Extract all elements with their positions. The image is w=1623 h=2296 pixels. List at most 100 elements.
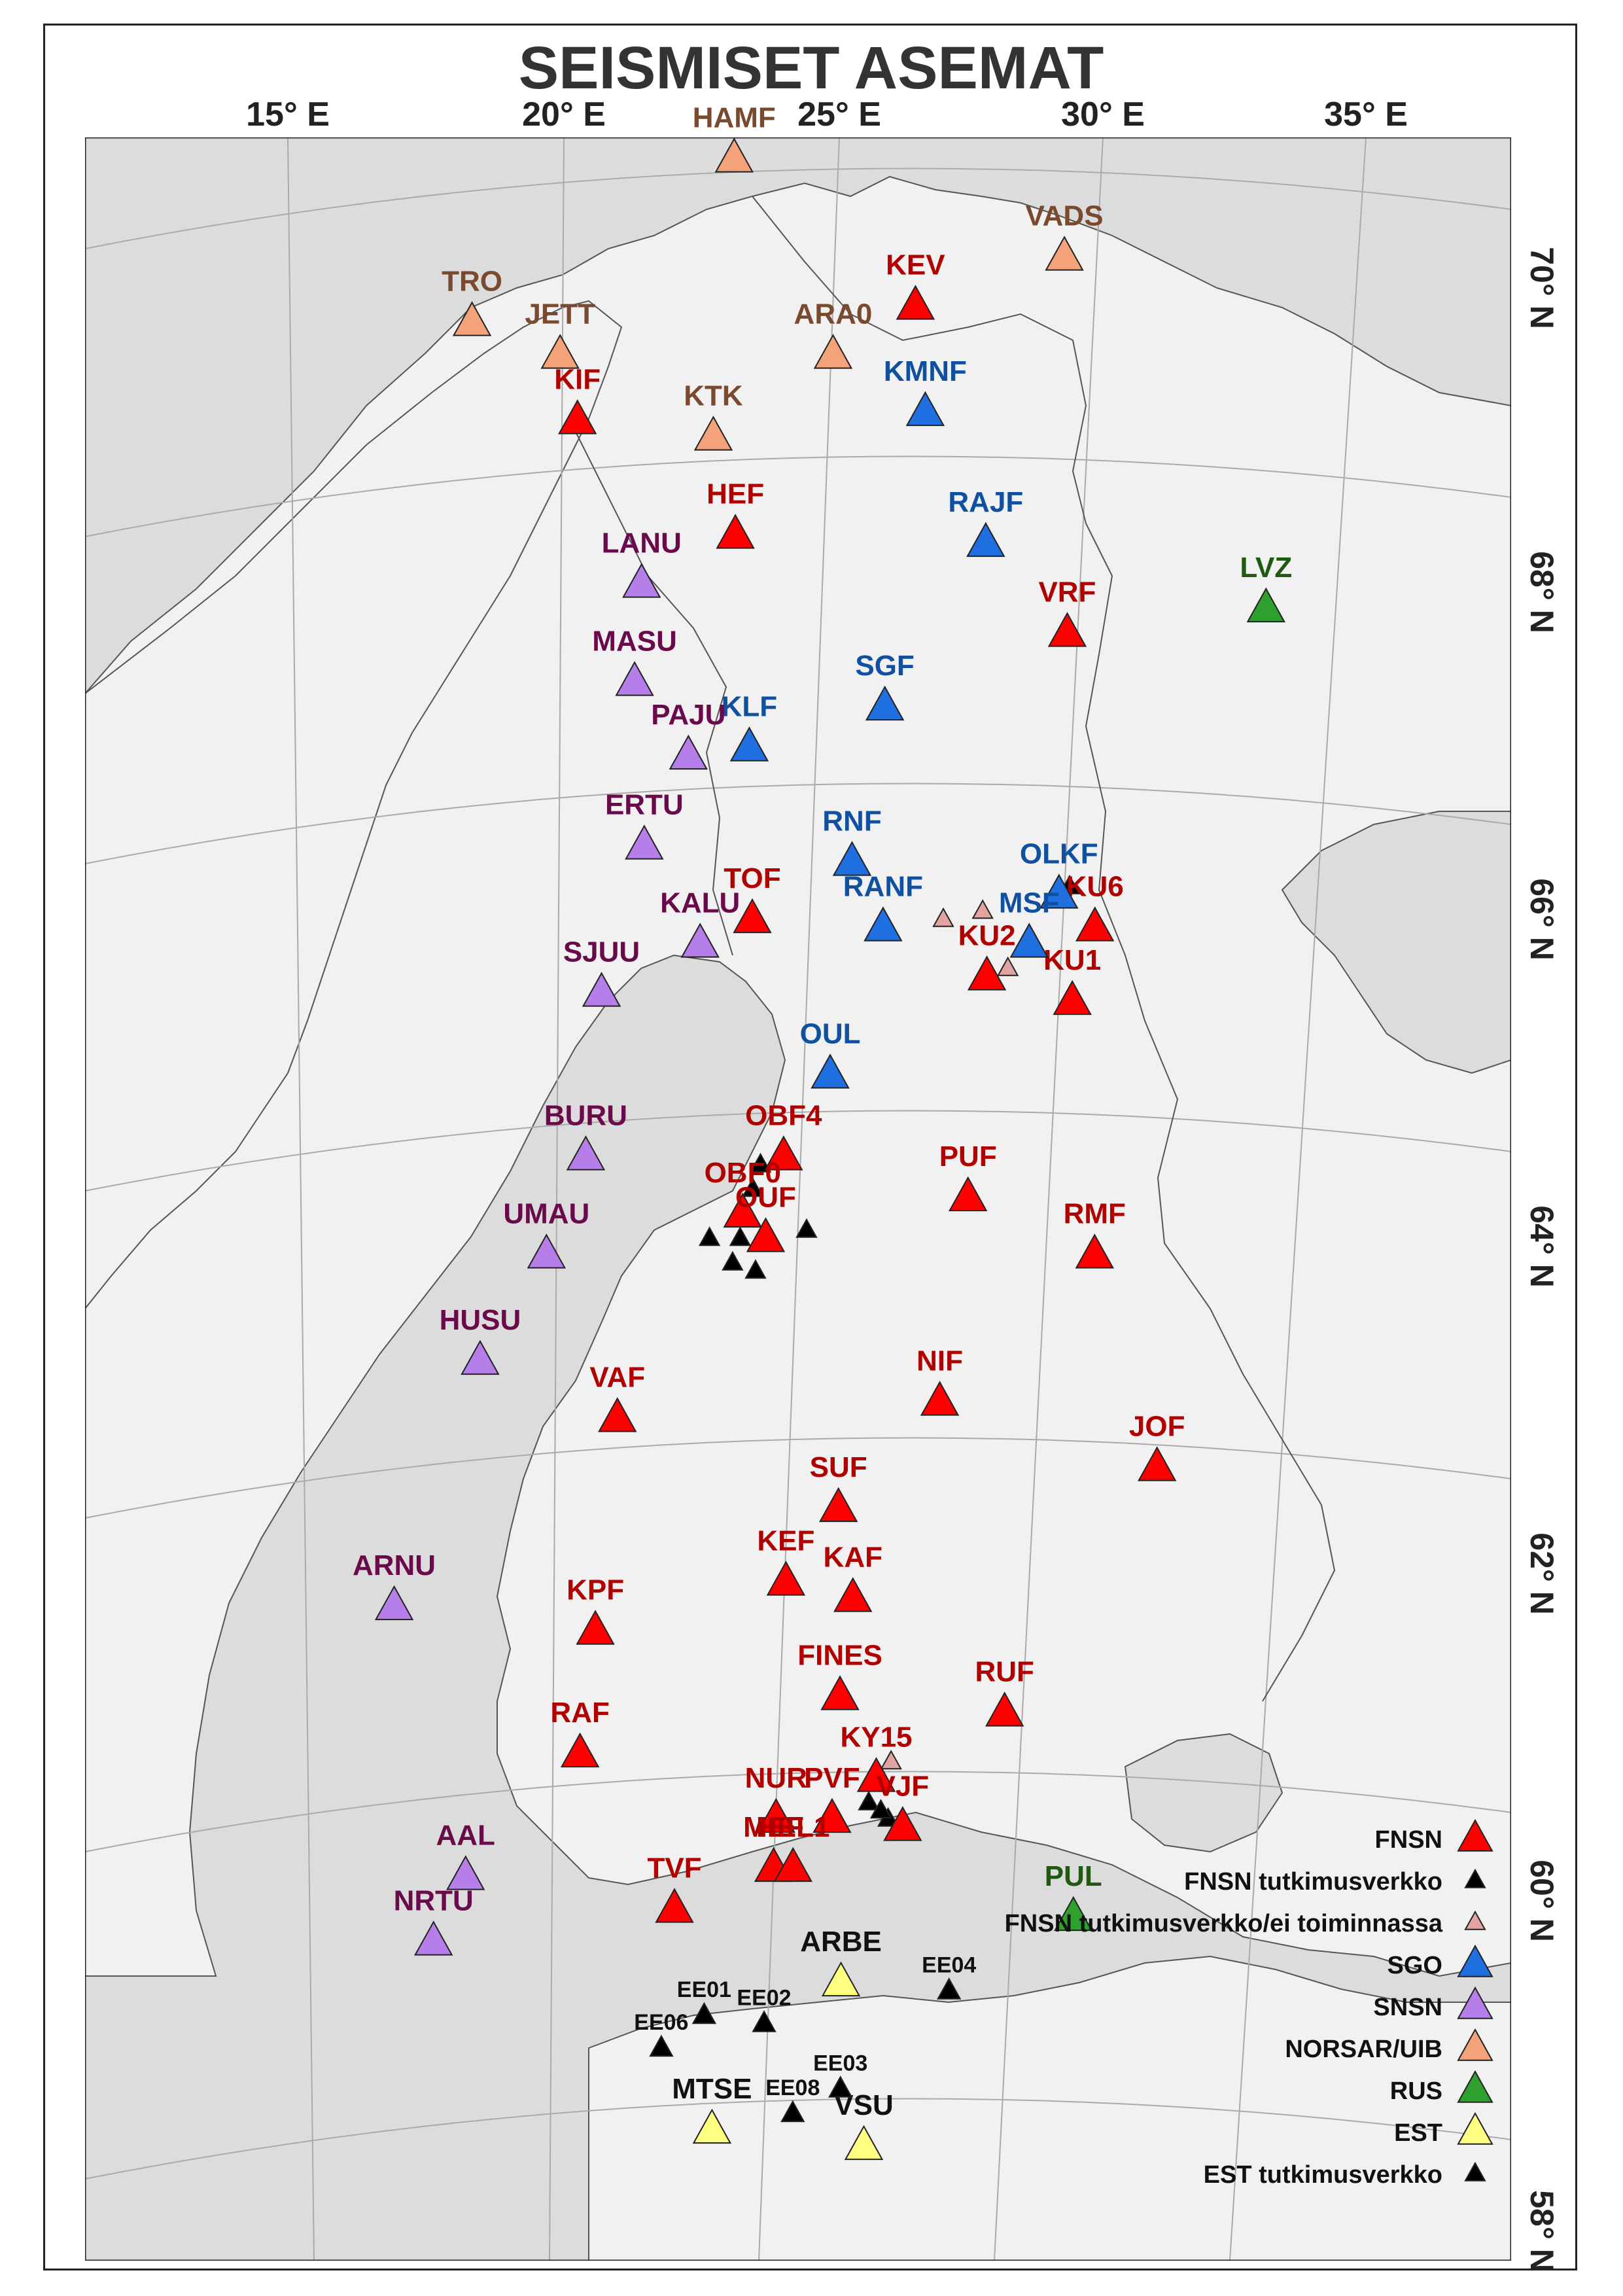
station-triangle-icon — [896, 285, 935, 320]
lat-labels: 70° N 68° N 66° N 64° N 62° N 60° N 58° … — [1524, 247, 1560, 2272]
minor-marker-icon — [722, 1250, 744, 1271]
station-label: MTSE — [672, 2073, 752, 2105]
station-triangle-icon — [818, 1487, 858, 1523]
station-ee03: EE03 — [813, 2051, 867, 2098]
station-triangle-icon — [832, 841, 872, 876]
legend-label-snsn: SNSN — [1373, 1994, 1442, 2021]
station-label: ARA0 — [794, 298, 873, 330]
station-kev: KEV — [886, 249, 945, 320]
station-suf: SUF — [810, 1451, 867, 1523]
station-label: OBF4 — [745, 1100, 822, 1132]
station-label: EE03 — [813, 2051, 867, 2076]
station-ouf: OUF — [735, 1182, 796, 1252]
legend-label-fnsn_e: FNSN tutkimusverkko/ei toiminnassa — [1005, 1910, 1443, 1937]
station-triangle-icon — [985, 1691, 1024, 1727]
station-triangle-icon — [746, 1217, 786, 1252]
station-label: SUF — [810, 1451, 867, 1483]
station-triangle-icon — [723, 1192, 762, 1228]
station-obf0: OBF0 — [705, 1157, 781, 1228]
station-ara0: ARA0 — [794, 298, 873, 369]
station-triangle-icon — [598, 1397, 637, 1432]
station-sjuu: SJUU — [563, 936, 640, 1007]
station-triangle-icon — [937, 1977, 962, 2000]
station-triangle-icon — [576, 1610, 615, 1645]
station-label: NRTU — [394, 1885, 474, 1917]
legend-marker-icon — [1457, 2070, 1493, 2103]
station-triangle-icon — [560, 1732, 600, 1768]
graticule — [85, 137, 1511, 2261]
station-mtse: MTSE — [672, 2073, 752, 2144]
station-label: TRO — [442, 266, 502, 298]
station-label: KU2 — [958, 920, 1016, 952]
legend-label-est_t: EST tutkimusverkko — [1204, 2161, 1442, 2189]
station-label: NIF — [916, 1345, 963, 1377]
station-triangle-icon — [1039, 874, 1079, 909]
station-arbe: ARBE — [800, 1926, 882, 1997]
station-triangle-icon — [833, 1577, 873, 1612]
station-label: FINES — [797, 1640, 882, 1672]
minor-marker-icon — [880, 1750, 902, 1770]
station-triangle-icon — [558, 399, 597, 434]
map-title: SEISMISET ASEMAT — [519, 35, 1104, 101]
station-fines: FINES — [797, 1640, 882, 1710]
station-kif: KIF — [554, 364, 601, 434]
station-aal: AAL — [436, 1820, 495, 1890]
station-label: BURU — [544, 1100, 627, 1132]
station-triangle-icon — [844, 2125, 884, 2161]
station-raf: RAF — [550, 1697, 610, 1768]
station-triangle-icon — [655, 1888, 694, 1923]
station-triangle-icon — [1047, 612, 1087, 647]
station-label: KPF — [567, 1574, 624, 1606]
minor-marker-icon — [858, 1790, 880, 1810]
station-triangle-icon — [714, 137, 754, 173]
stations: HAMF VADS TRO JETT ARA0 KTK KEV KIF HEF VRF TOF KU6… — [353, 102, 1292, 2161]
station-label: EE08 — [765, 2075, 820, 2100]
lat-label-68: 68° N — [1524, 551, 1560, 633]
station-triangle-icon — [1075, 906, 1115, 942]
station-label: JOF — [1129, 1411, 1185, 1443]
legend-marker-icon — [1457, 1986, 1493, 2019]
station-kef: KEF — [757, 1525, 814, 1596]
station-label: KAF — [824, 1542, 882, 1574]
station-oul: OUL — [800, 1018, 861, 1089]
lat-label-64: 64° N — [1524, 1205, 1560, 1288]
station-label: EE06 — [634, 2010, 688, 2035]
legend-label-rus: RUS — [1390, 2077, 1442, 2105]
station-label: RUF — [975, 1656, 1034, 1688]
minor-marker-icon — [996, 956, 1019, 976]
station-label: OUF — [735, 1182, 796, 1214]
station-triangle-icon — [1045, 236, 1084, 271]
station-label: SJUU — [563, 936, 640, 968]
station-label: KMNF — [884, 355, 967, 387]
station-triangle-icon — [452, 301, 492, 336]
station-pul: PUL — [1045, 1860, 1102, 1932]
station-ee06: EE06 — [634, 2010, 688, 2057]
station-paju: PAJU — [651, 699, 725, 770]
station-triangle-icon — [413, 1920, 453, 1956]
station-husu: HUSU — [440, 1304, 521, 1375]
station-tro: TRO — [442, 266, 502, 336]
legend-marker-icon — [1457, 2028, 1493, 2061]
station-label: TOF — [724, 862, 780, 894]
station-triangle-icon — [949, 1176, 988, 1212]
station-triangle-icon — [527, 1233, 567, 1269]
station-ruf: RUF — [975, 1656, 1034, 1727]
station-label: RAF — [550, 1697, 609, 1729]
legend-label-est: EST — [1394, 2119, 1442, 2147]
station-triangle-icon — [615, 661, 654, 696]
station-label: KEF — [757, 1525, 814, 1557]
station-triangle-icon — [625, 824, 664, 860]
station-label: OUL — [800, 1018, 861, 1050]
station-ktk: KTK — [684, 380, 743, 451]
legend-marker-icon — [1457, 1944, 1493, 1977]
station-label: ARBE — [800, 1926, 882, 1958]
station-label: HAMF — [693, 102, 776, 134]
station-triangle-icon — [780, 2100, 805, 2123]
legend: FNSN FNSN tutkimusverkko FNSN tutkimusverk… — [1005, 1818, 1493, 2189]
station-label: RNF — [822, 805, 881, 838]
station-triangle-icon — [967, 955, 1007, 991]
legend-marker-icon — [1464, 1910, 1486, 1930]
station-triangle-icon — [766, 1561, 806, 1596]
station-triangle-icon — [773, 1846, 812, 1882]
station-triangle-icon — [669, 734, 708, 770]
